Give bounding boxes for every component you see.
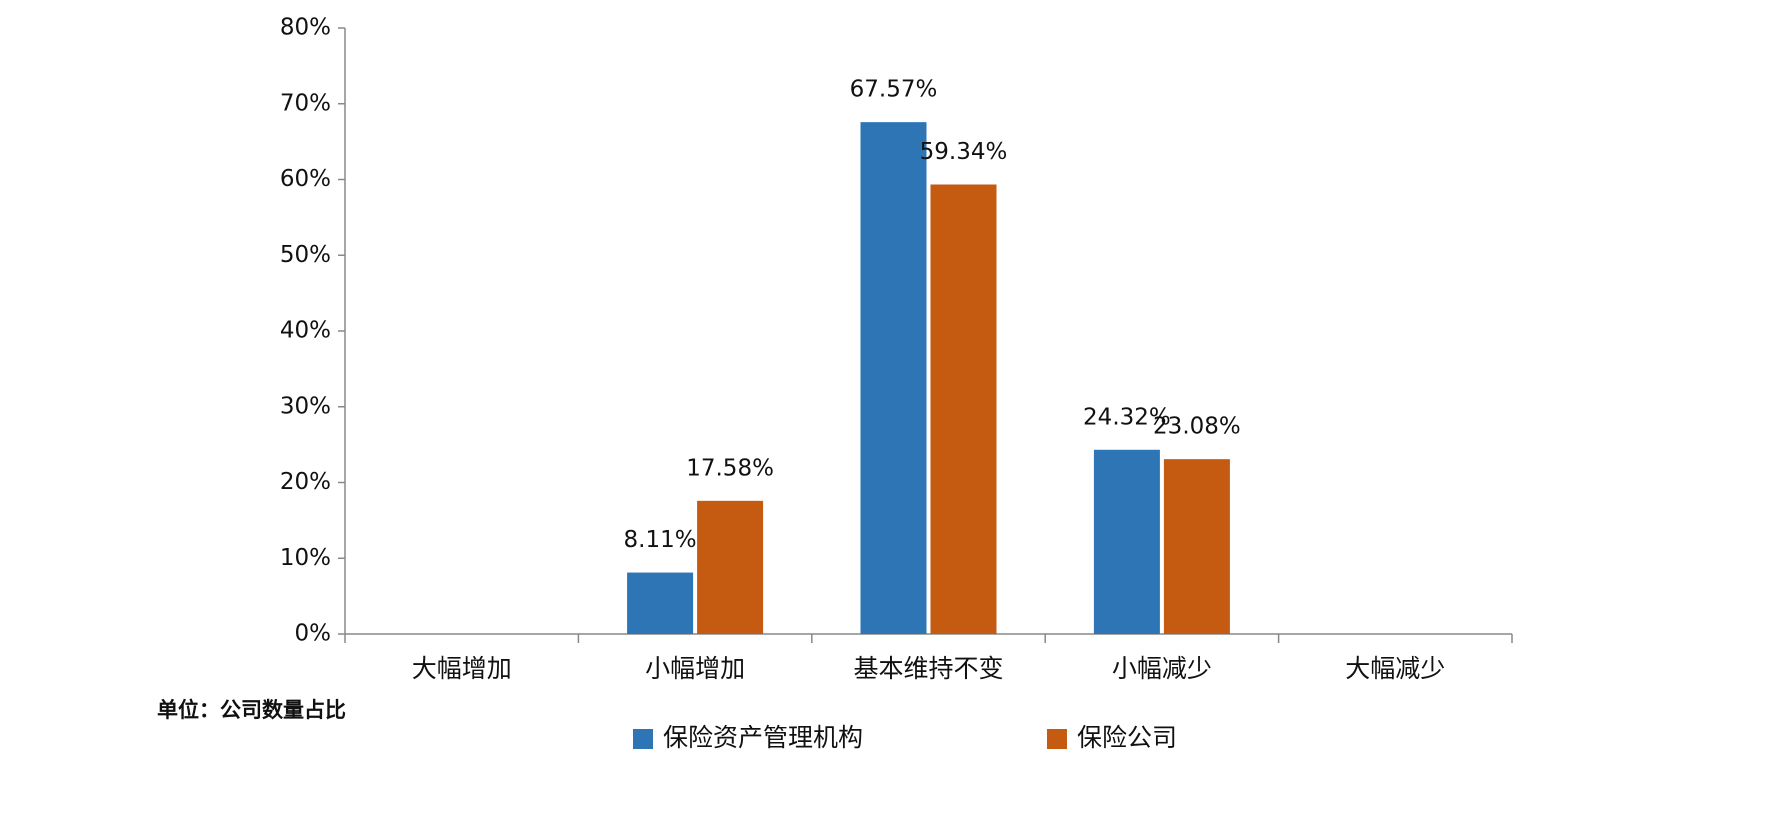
y-tick-label: 50% xyxy=(280,242,331,268)
x-tick-label: 基本维持不变 xyxy=(853,654,1003,683)
legend-swatch xyxy=(633,729,653,749)
data-label: 24.32% xyxy=(1083,404,1171,430)
y-tick-label: 10% xyxy=(280,545,331,571)
y-tick-label: 40% xyxy=(280,318,331,344)
data-label: 23.08% xyxy=(1153,414,1241,440)
data-label: 67.57% xyxy=(850,77,938,103)
bar xyxy=(930,184,997,634)
y-tick-label: 70% xyxy=(280,90,331,116)
bar xyxy=(1163,459,1230,634)
legend-label: 保险资产管理机构 xyxy=(663,723,863,752)
bar xyxy=(860,122,927,634)
y-tick-label: 80% xyxy=(280,15,331,41)
data-label: 59.34% xyxy=(920,139,1008,165)
legend-label: 保险公司 xyxy=(1077,723,1177,752)
y-tick-label: 60% xyxy=(280,166,331,192)
legend-swatch xyxy=(1047,729,1067,749)
y-tick-label: 30% xyxy=(280,393,331,419)
data-label: 8.11% xyxy=(624,527,697,553)
bar xyxy=(697,500,764,634)
x-tick-label: 小幅减少 xyxy=(1112,654,1212,683)
x-tick-label: 小幅增加 xyxy=(645,654,745,683)
data-label: 17.58% xyxy=(686,455,774,481)
x-tick-label: 大幅减少 xyxy=(1345,654,1445,683)
bar xyxy=(1093,449,1160,634)
unit-note: 单位：公司数量占比 xyxy=(157,698,346,722)
y-tick-label: 20% xyxy=(280,469,331,495)
bar xyxy=(627,572,694,634)
y-tick-label: 0% xyxy=(295,621,332,647)
x-tick-label: 大幅增加 xyxy=(412,654,512,683)
